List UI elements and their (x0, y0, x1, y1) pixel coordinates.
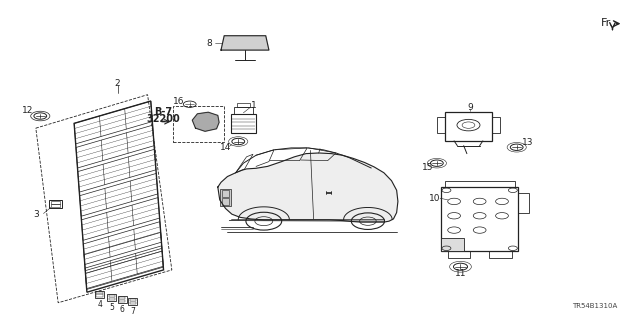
Bar (173, 106, 224, 142)
Bar (437, 117, 445, 133)
Bar (224, 37, 266, 49)
Text: 15: 15 (422, 163, 433, 172)
Text: 2: 2 (115, 79, 120, 88)
Bar (230, 114, 256, 133)
Polygon shape (218, 153, 398, 222)
Bar (221, 190, 229, 197)
Bar (221, 198, 229, 205)
Bar (518, 194, 529, 212)
Text: 32200: 32200 (147, 114, 180, 124)
Bar (97, 294, 103, 297)
Bar (489, 251, 511, 258)
Text: 12: 12 (22, 106, 33, 115)
Bar (49, 200, 62, 208)
Text: 16: 16 (172, 97, 184, 106)
Bar (109, 298, 115, 300)
Bar (109, 295, 115, 297)
Bar (445, 181, 515, 187)
Bar (119, 300, 125, 302)
Bar (129, 298, 138, 305)
Bar (118, 296, 127, 303)
Text: TR54B1310A: TR54B1310A (572, 303, 617, 309)
Polygon shape (221, 36, 269, 50)
Bar (442, 187, 518, 251)
Text: 6: 6 (120, 305, 124, 314)
Bar (119, 297, 125, 299)
Bar (51, 204, 60, 207)
Text: 9: 9 (467, 103, 473, 112)
Bar (448, 251, 470, 258)
Text: 14: 14 (220, 143, 231, 152)
Bar (130, 299, 136, 301)
Bar (97, 292, 103, 294)
Bar (51, 201, 60, 204)
Bar (237, 103, 250, 108)
Text: 13: 13 (522, 138, 533, 147)
Text: Fr.: Fr. (601, 18, 614, 28)
Text: 5: 5 (109, 303, 115, 312)
Polygon shape (192, 112, 219, 131)
Bar (445, 112, 492, 141)
Bar (108, 294, 116, 301)
Text: 3: 3 (33, 210, 38, 219)
Bar (442, 238, 464, 251)
Bar (220, 189, 231, 206)
Bar (492, 117, 500, 133)
Text: 10: 10 (429, 194, 441, 203)
Bar (130, 302, 136, 304)
Bar (234, 108, 253, 114)
Text: B-7: B-7 (154, 107, 173, 117)
Text: 4: 4 (97, 300, 102, 308)
Bar (95, 291, 104, 298)
Text: 8: 8 (207, 39, 212, 48)
Text: 1: 1 (251, 101, 257, 110)
Text: 11: 11 (455, 269, 467, 278)
Text: 7: 7 (131, 307, 135, 316)
